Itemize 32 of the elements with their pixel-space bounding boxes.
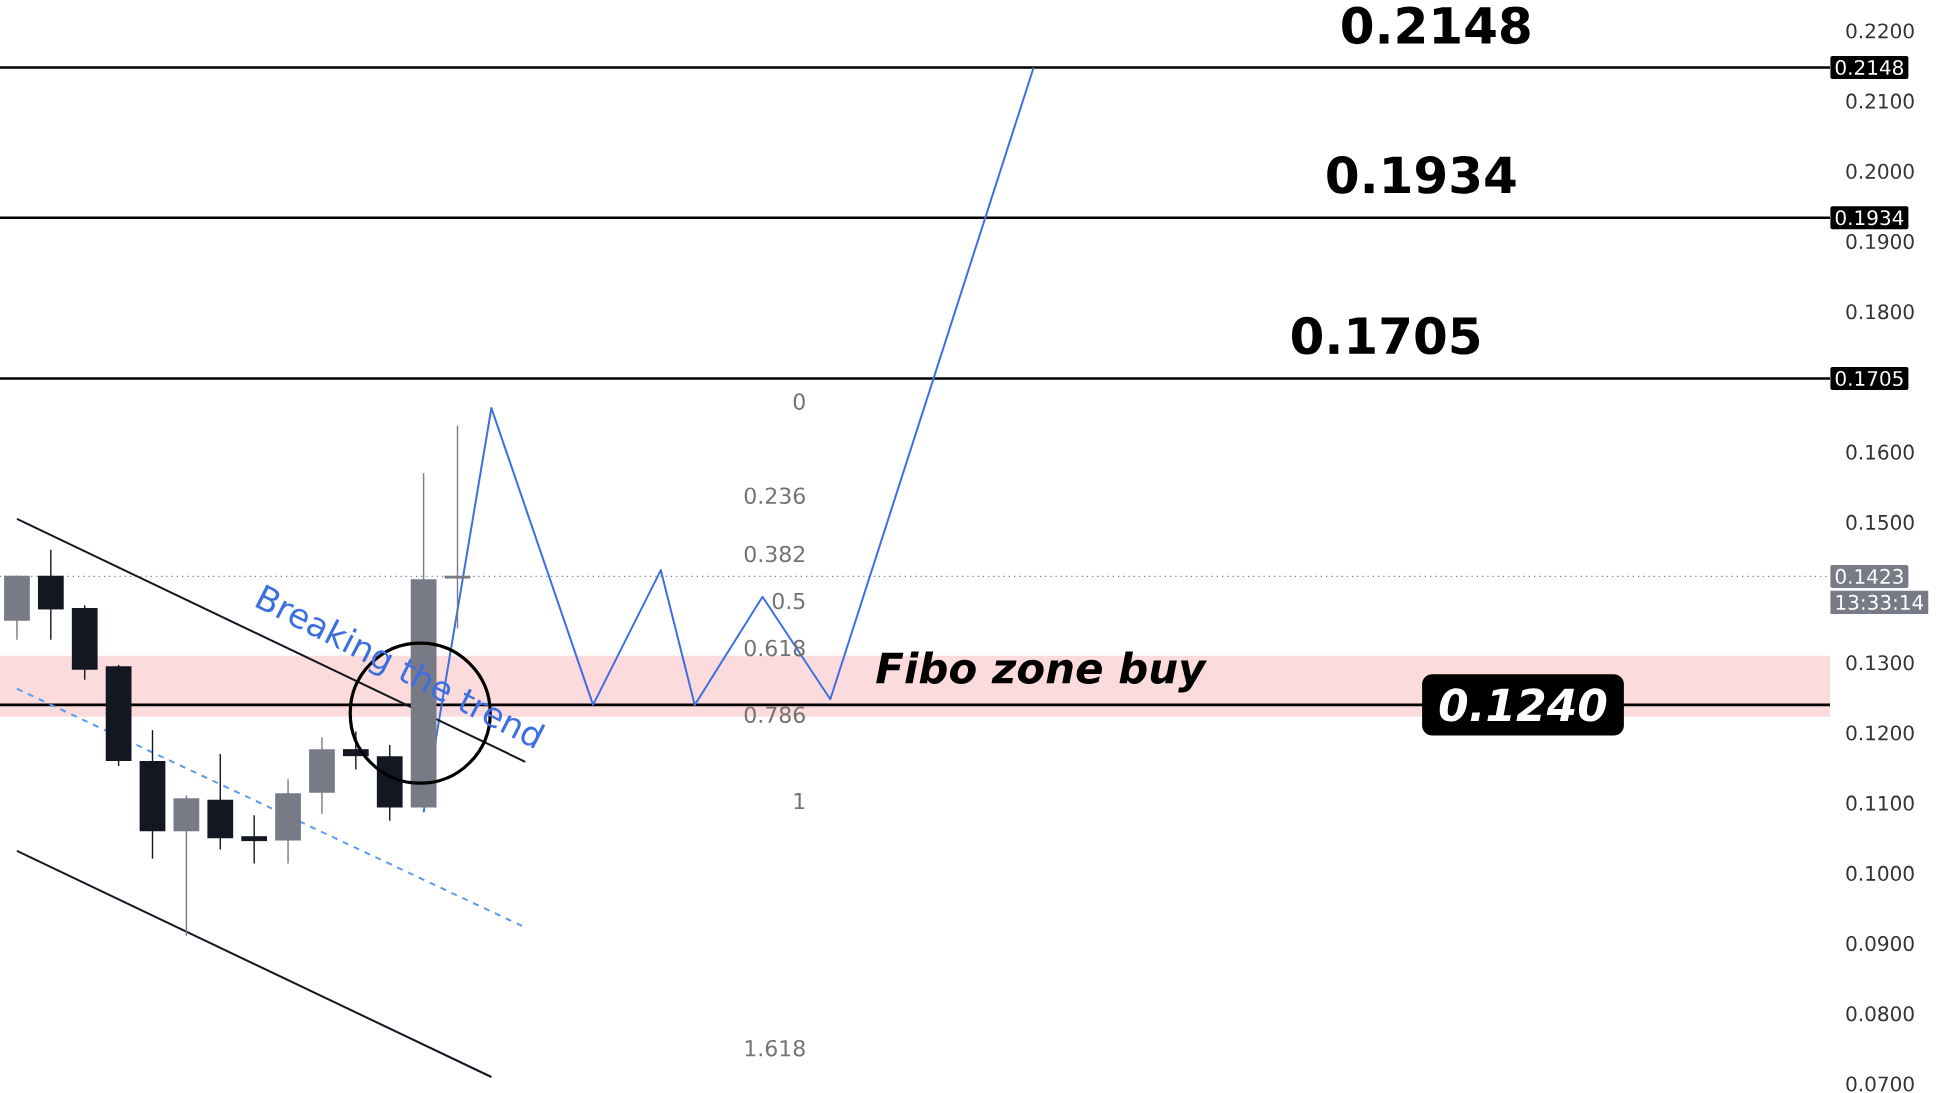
candlestick [241, 814, 268, 865]
annotation: 0.2148 [1342, 6, 1530, 45]
y-tick-label: 0.0900 [1846, 936, 1914, 952]
annotation: Fibo zone buy [876, 651, 1208, 693]
annotation: 0.236 [744, 487, 805, 505]
y-tick-label: 0.2000 [1846, 163, 1914, 179]
annotation: 0.786 [744, 706, 805, 724]
y-tick-label: 0.1800 [1846, 304, 1914, 320]
ref-line-label: 0.2148 [1835, 59, 1904, 76]
y-tick-label: 0.2100 [1846, 93, 1914, 109]
ref-line-label: 0.1934 [1835, 210, 1904, 226]
y-tick-label: 0.1900 [1846, 234, 1914, 250]
y-tick-label: 0.0800 [1846, 1006, 1914, 1022]
annotation: 0.382 [744, 545, 805, 563]
y-tick-label: 0.1200 [1846, 725, 1914, 741]
y-tick-label: 0.0700 [1846, 1076, 1914, 1092]
annotation: 1 [794, 793, 805, 810]
annotation: 0.1705 [1291, 316, 1480, 355]
text: 13:33:14 [1836, 594, 1924, 610]
y-tick-label: 0.1600 [1846, 444, 1914, 460]
annotation: 0.1934 [1327, 156, 1516, 194]
y-tick-label: 0.2200 [1846, 23, 1914, 39]
y-tick-label: 0.1300 [1846, 655, 1914, 671]
y-tick-label: 0.1000 [1846, 865, 1914, 881]
annotation: 0.1240 [1439, 688, 1607, 722]
annotation: 0 [793, 393, 805, 410]
y-tick-label: 0.1500 [1846, 514, 1914, 530]
ref-line-label: 0.1705 [1835, 370, 1903, 387]
annotation: 0.5 [772, 592, 805, 610]
y-tick-label: 0.1100 [1846, 795, 1914, 811]
ref-line-label: 0.1423 [1835, 568, 1903, 585]
annotation: 1.618 [745, 1039, 805, 1057]
